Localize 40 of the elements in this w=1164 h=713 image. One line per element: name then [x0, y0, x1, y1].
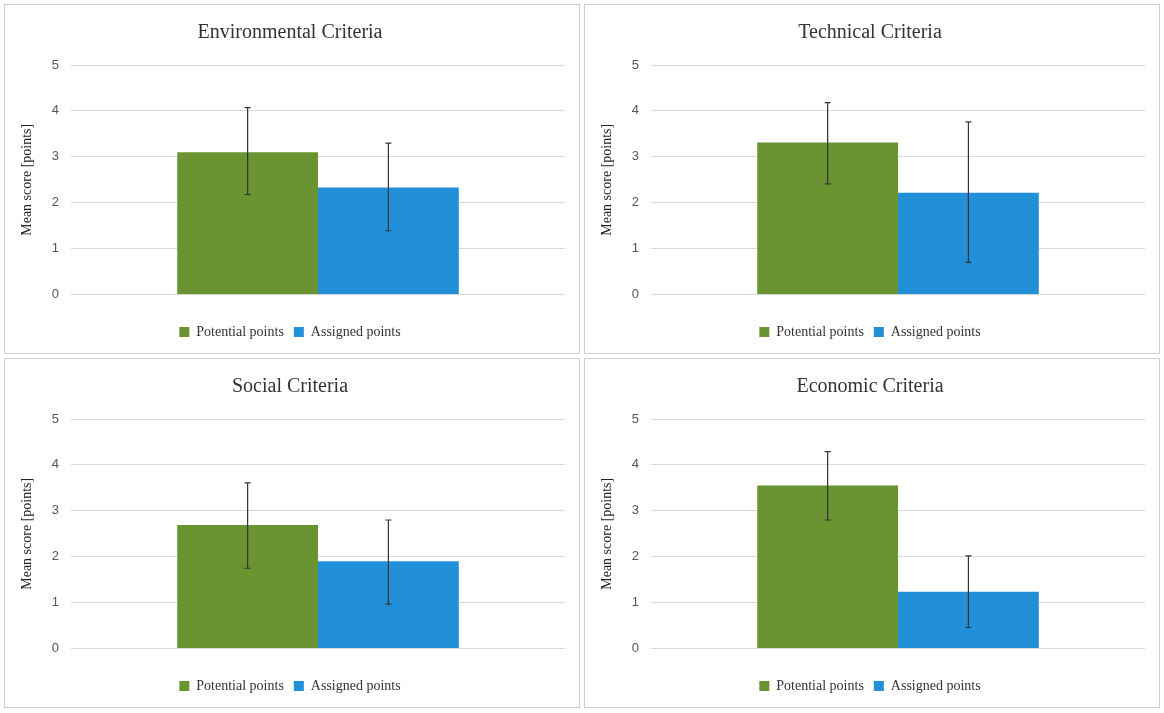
chart-title: Environmental Criteria — [197, 20, 383, 43]
y-axis-title: Mean score [points] — [599, 123, 615, 236]
legend-label: Assigned points — [310, 677, 401, 693]
y-tick-label: 5 — [51, 56, 60, 72]
y-axis-title: Mean score [points] — [599, 477, 615, 590]
y-tick-label: 5 — [51, 410, 60, 426]
y-tick-label: 1 — [631, 240, 640, 256]
chart-title: Technical Criteria — [798, 20, 942, 43]
y-tick-label: 0 — [631, 640, 640, 656]
chart-title: Economic Criteria — [796, 374, 944, 397]
legend-label: Assigned points — [890, 677, 981, 693]
y-tick-label: 2 — [51, 548, 60, 564]
y-tick-label: 3 — [51, 502, 60, 518]
y-tick-label: 1 — [631, 594, 640, 610]
y-axis-title: Mean score [points] — [19, 123, 35, 236]
legend-label: Potential points — [196, 677, 284, 693]
chart-title: Social Criteria — [231, 374, 349, 397]
y-tick-label: 4 — [631, 102, 640, 118]
y-tick-label: 4 — [631, 456, 640, 472]
y-tick-label: 2 — [51, 194, 60, 210]
y-tick-label: 0 — [631, 286, 640, 302]
y-tick-label: 4 — [51, 456, 60, 472]
y-tick-label: 5 — [631, 56, 640, 72]
y-tick-label: 1 — [51, 240, 60, 256]
legend-label: Potential points — [196, 323, 284, 339]
y-tick-label: 3 — [51, 148, 60, 164]
y-tick-label: 2 — [631, 194, 640, 210]
y-tick-label: 3 — [631, 502, 640, 518]
y-axis-title: Mean score [points] — [19, 477, 35, 590]
y-tick-label: 1 — [51, 594, 60, 610]
y-tick-label: 4 — [51, 102, 60, 118]
y-tick-label: 0 — [51, 286, 60, 302]
legend-label: Potential points — [776, 677, 864, 693]
y-tick-label: 5 — [631, 410, 640, 426]
y-tick-label: 2 — [631, 548, 640, 564]
legend-label: Assigned points — [890, 323, 981, 339]
y-tick-label: 3 — [631, 148, 640, 164]
legend-label: Potential points — [776, 323, 864, 339]
legend-label: Assigned points — [310, 323, 401, 339]
y-tick-label: 0 — [51, 640, 60, 656]
